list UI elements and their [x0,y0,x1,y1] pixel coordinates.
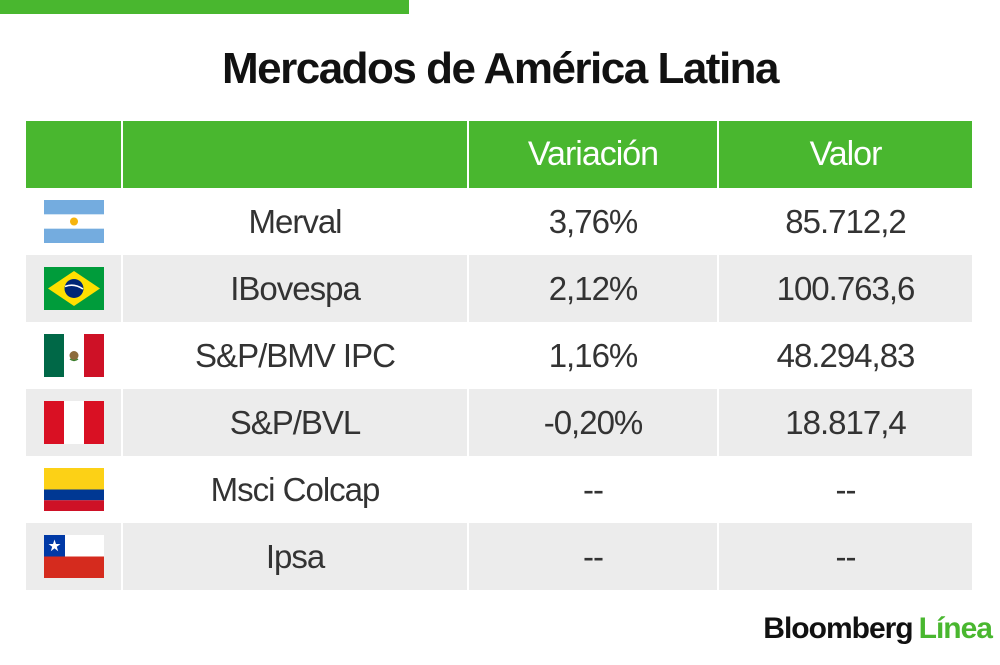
flag-cell [26,188,122,255]
table-row: Ipsa -- -- [26,523,972,590]
page-title: Mercados de América Latina [221,44,780,93]
mexico-flag-icon [43,334,104,377]
index-name: Merval [121,188,468,255]
index-name: S&P/BVL [121,389,468,456]
index-name: IBovespa [121,255,468,322]
table-row: Msci Colcap -- -- [26,456,972,523]
index-value: 48.294,83 [717,322,972,389]
chile-flag-icon [43,535,104,578]
flag-cell [26,389,122,456]
colombia-flag-icon [43,468,104,511]
index-variation: 2,12% [467,255,718,322]
flag-cell [26,523,122,590]
index-value: 100.763,6 [717,255,972,322]
markets-table: Variación Valor Merval 3,76% 85.712,2 [26,121,972,590]
header-value: Valor [717,121,972,188]
index-variation: 3,76% [467,188,718,255]
brazil-flag-icon [43,267,104,310]
table-row: IBovespa 2,12% 100.763,6 [26,255,972,322]
index-variation: -- [467,523,718,590]
table-row: S&P/BVL -0,20% 18.817,4 [26,389,972,456]
table-header-row: Variación Valor [26,121,972,188]
flag-cell [26,322,122,389]
index-value: 85.712,2 [717,188,972,255]
header-index [121,121,468,188]
logo-brand-accent: Línea [918,612,993,645]
flag-cell [26,255,122,322]
index-variation: -0,20% [467,389,718,456]
argentina-flag-icon [43,200,104,243]
header-variation: Variación [467,121,718,188]
index-variation: -- [467,456,718,523]
top-accent-bar [0,0,409,14]
index-value: 18.817,4 [717,389,972,456]
index-name: Msci Colcap [121,456,468,523]
index-name: Ipsa [121,523,468,590]
flag-cell [26,456,122,523]
header-flag [26,121,122,188]
bloomberg-linea-logo: Bloomberg Línea [763,612,993,646]
index-value: -- [717,456,972,523]
table-row: S&P/BMV IPC 1,16% 48.294,83 [26,322,972,389]
table-row: Merval 3,76% 85.712,2 [26,188,972,255]
index-value: -- [717,523,972,590]
index-variation: 1,16% [467,322,718,389]
peru-flag-icon [43,401,104,444]
index-name: S&P/BMV IPC [121,322,468,389]
logo-brand: Bloomberg [763,612,913,645]
